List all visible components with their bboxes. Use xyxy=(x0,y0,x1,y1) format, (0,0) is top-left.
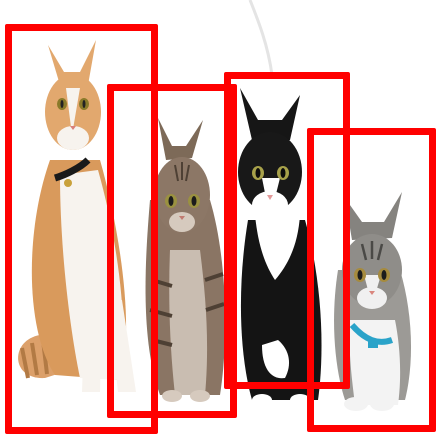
cat-brown-tabby xyxy=(145,118,226,402)
cat-orange-white xyxy=(18,40,136,392)
cat-black-white xyxy=(238,88,322,406)
bounding-box-cat-3 xyxy=(224,72,350,389)
bounding-box-cat-1 xyxy=(5,24,158,434)
bounding-box-cat-2 xyxy=(107,84,237,418)
bounding-box-cat-4 xyxy=(307,128,436,432)
cat-grey-tabby xyxy=(334,192,412,411)
